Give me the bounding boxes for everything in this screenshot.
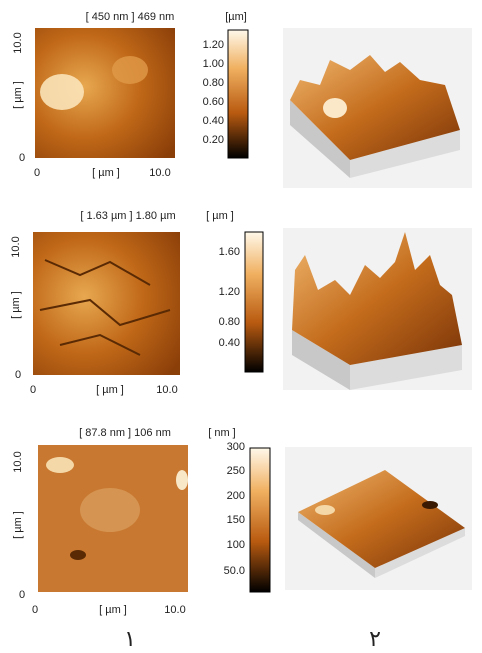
- x-tick: 10.0: [156, 384, 177, 396]
- colorbar-tick: 250: [227, 465, 245, 477]
- colorbar-tick: 300: [227, 441, 245, 453]
- unit: [ µm ]: [206, 210, 234, 222]
- x-tick: 0: [32, 604, 38, 616]
- colorbar-tick: 50.0: [224, 565, 245, 577]
- feature: [46, 457, 74, 473]
- colorbar-tick: 0.20: [203, 134, 224, 146]
- x-label: [ µm ]: [92, 167, 120, 179]
- x-tick: 10.0: [149, 167, 170, 179]
- x-tick: 0: [34, 167, 40, 179]
- feature: [315, 505, 335, 515]
- y-tick: 0: [19, 589, 25, 601]
- y-label: [ µm ]: [10, 291, 22, 319]
- y-tick: 0: [15, 369, 21, 381]
- figure: [ 450 nm ] 469 nm [µm] 10.0 0 [ µm ] 0 1…: [0, 0, 482, 653]
- colorbar-tick: 100: [227, 539, 245, 551]
- y-tick: 10.0: [10, 236, 22, 257]
- colorbar-tick: 1.20: [219, 286, 240, 298]
- y-tick: 0: [19, 152, 25, 164]
- unit: [µm]: [225, 11, 247, 23]
- y-tick: 10.0: [12, 451, 24, 472]
- feature: [176, 470, 188, 490]
- y-label: [ µm ]: [12, 81, 24, 109]
- y-tick: 10.0: [12, 32, 24, 53]
- x-tick: 10.0: [164, 604, 185, 616]
- feature: [70, 550, 86, 560]
- colorbar-tick: 0.80: [219, 316, 240, 328]
- colorbar: [228, 30, 248, 158]
- x-label: [ µm ]: [96, 384, 124, 396]
- y-label: [ µm ]: [12, 511, 24, 539]
- x-label: [ µm ]: [99, 604, 127, 616]
- column-label: ١: [124, 626, 136, 651]
- colorbar-tick: 0.80: [203, 77, 224, 89]
- colorbar-tick: 1.00: [203, 58, 224, 70]
- x-tick: 0: [30, 384, 36, 396]
- colorbar: [250, 448, 270, 592]
- header: [ 87.8 nm ] 106 nm: [79, 427, 171, 439]
- afm-image: [33, 232, 180, 375]
- colorbar: [245, 232, 263, 372]
- unit: [ nm ]: [208, 427, 236, 439]
- colorbar-tick: 0.40: [203, 115, 224, 127]
- feature: [112, 56, 148, 84]
- feature: [422, 501, 438, 509]
- feature: [40, 74, 84, 110]
- colorbar-tick: 1.20: [203, 39, 224, 51]
- colorbar-tick: 0.40: [219, 337, 240, 349]
- colorbar-tick: 200: [227, 490, 245, 502]
- header: [ 1.63 µm ] 1.80 µm: [80, 210, 175, 222]
- colorbar-tick: 150: [227, 514, 245, 526]
- feature: [80, 488, 140, 532]
- colorbar-tick: 0.60: [203, 96, 224, 108]
- column-label: ٢: [369, 626, 381, 651]
- header: [ 450 nm ] 469 nm: [86, 11, 175, 23]
- colorbar-tick: 1.60: [219, 246, 240, 258]
- feature: [323, 98, 347, 118]
